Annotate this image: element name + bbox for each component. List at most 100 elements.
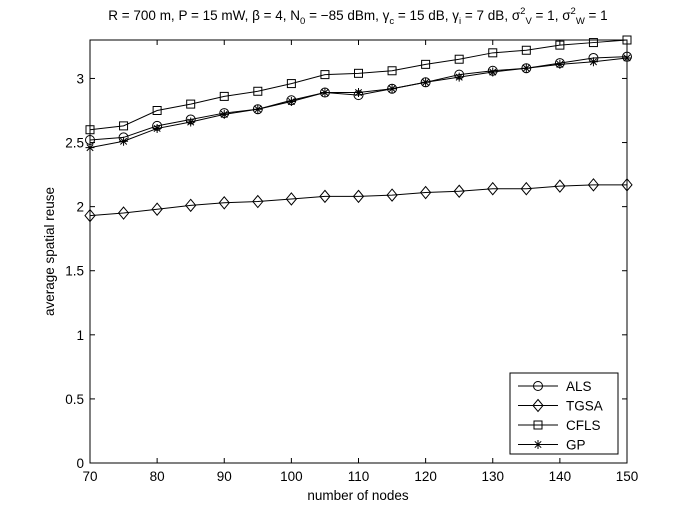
- data-point-gp: [85, 143, 95, 153]
- title-segment: R = 700 m, P = 15 mW, β = 4, N: [108, 8, 300, 23]
- legend-box: [509, 372, 619, 455]
- data-point-tgsa: [285, 192, 298, 206]
- data-point-gp: [555, 59, 565, 69]
- data-point-gp: [253, 104, 263, 114]
- legend-label: ALS: [566, 379, 592, 394]
- y-tick-label: 1: [76, 328, 84, 343]
- title-segment: W: [576, 16, 585, 27]
- data-point-tgsa: [386, 188, 398, 202]
- legend-marker: [533, 381, 543, 391]
- data-point-cfls: [622, 35, 632, 45]
- data-point-gp: [186, 117, 196, 127]
- title-segment: = 15 dB, γ: [394, 8, 459, 23]
- chart-title: R = 700 m, P = 15 mW, β = 4, N0 = −85 dB…: [108, 6, 607, 27]
- data-point-gp: [219, 109, 229, 119]
- series-line-tgsa: [89, 184, 627, 217]
- y-tick-label: 2: [76, 200, 84, 215]
- data-point-tgsa: [319, 189, 331, 204]
- data-point-tgsa: [84, 208, 96, 223]
- data-point-cfls: [219, 91, 229, 101]
- data-point-tgsa: [520, 181, 532, 196]
- x-tick-label: 80: [150, 469, 165, 484]
- title-segment: V: [525, 16, 532, 27]
- legend-label: CFLS: [566, 418, 601, 433]
- series-cfls: [85, 35, 632, 135]
- legend: ALS TGSA CFLS GP: [509, 372, 619, 455]
- data-point-tgsa: [554, 179, 566, 193]
- data-point-cfls: [421, 59, 431, 69]
- title-segment: c: [389, 16, 394, 27]
- legend-marker: [532, 398, 544, 413]
- data-point-tgsa: [352, 189, 365, 204]
- x-tick-label: 140: [549, 469, 572, 484]
- series-tgsa: [84, 178, 633, 223]
- title-segment: = 7 dB, σ: [461, 8, 521, 23]
- title-segment: 2: [520, 6, 525, 17]
- data-point-tgsa: [252, 194, 264, 209]
- data-point-tgsa: [218, 196, 230, 210]
- data-point-cfls: [588, 38, 598, 48]
- title-segment: = −85 dBm, γ: [305, 8, 389, 23]
- legend-entry-cfls: CFLS: [518, 418, 601, 433]
- data-point-gp: [354, 88, 363, 98]
- data-point-tgsa: [117, 206, 130, 220]
- y-tick-label: 0: [76, 456, 84, 471]
- legend-entry-tgsa: TGSA: [518, 399, 603, 414]
- y-tick-label: 0.5: [65, 392, 84, 407]
- title-segment: = 1: [585, 8, 608, 23]
- data-point-tgsa: [587, 178, 600, 192]
- data-point-cfls: [354, 68, 363, 78]
- data-point-gp: [387, 84, 397, 94]
- data-point-tgsa: [453, 184, 465, 199]
- data-point-gp: [286, 97, 296, 107]
- data-point-gp: [454, 72, 464, 82]
- title-segment: 2: [571, 6, 576, 17]
- data-point-cfls: [253, 86, 263, 96]
- data-point-gp: [119, 136, 129, 146]
- data-point-cfls: [387, 66, 397, 76]
- data-point-cfls: [286, 79, 296, 89]
- data-point-tgsa: [419, 185, 432, 200]
- x-tick-label: 110: [348, 469, 370, 484]
- title-segment: = 1, σ: [532, 8, 571, 23]
- x-tick-label: 90: [217, 469, 232, 484]
- data-point-tgsa: [487, 181, 499, 196]
- data-point-gp: [421, 77, 431, 87]
- legend-entry-gp: GP: [518, 438, 586, 453]
- x-tick-label: 100: [280, 469, 303, 484]
- data-point-tgsa: [185, 198, 197, 213]
- data-point-cfls: [186, 99, 196, 109]
- y-tick-label: 2.5: [65, 136, 84, 151]
- data-point-cfls: [454, 54, 464, 64]
- x-tick-label: 130: [481, 469, 504, 484]
- data-point-gp: [521, 63, 531, 73]
- x-axis-label: number of nodes: [307, 488, 409, 503]
- data-point-gp: [152, 123, 162, 133]
- title-segment: 0: [300, 16, 305, 27]
- data-point-cfls: [521, 45, 531, 55]
- data-point-gp: [622, 53, 632, 63]
- series-line-cfls: [89, 39, 628, 131]
- data-point-gp: [320, 88, 330, 98]
- title-segment: i: [459, 16, 461, 27]
- legend-label: TGSA: [566, 399, 603, 414]
- y-tick-label: 3: [76, 71, 84, 86]
- data-point-cfls: [85, 125, 95, 135]
- legend-entry-als: ALS: [518, 379, 592, 394]
- x-tick-label: 70: [82, 469, 97, 484]
- data-point-cfls: [119, 121, 129, 131]
- y-axis-label: average spatial reuse: [42, 187, 57, 316]
- data-point-cfls: [488, 48, 498, 58]
- data-point-cfls: [320, 70, 330, 80]
- legend-marker: [533, 440, 543, 449]
- series-gp: [85, 53, 632, 153]
- data-point-cfls: [555, 40, 565, 50]
- legend-marker: [533, 420, 543, 430]
- x-tick-label: 120: [414, 469, 437, 484]
- data-point-gp: [488, 67, 498, 77]
- legend-label: GP: [566, 438, 586, 453]
- data-point-tgsa: [621, 178, 633, 192]
- data-point-gp: [588, 57, 598, 67]
- data-point-cfls: [152, 106, 162, 115]
